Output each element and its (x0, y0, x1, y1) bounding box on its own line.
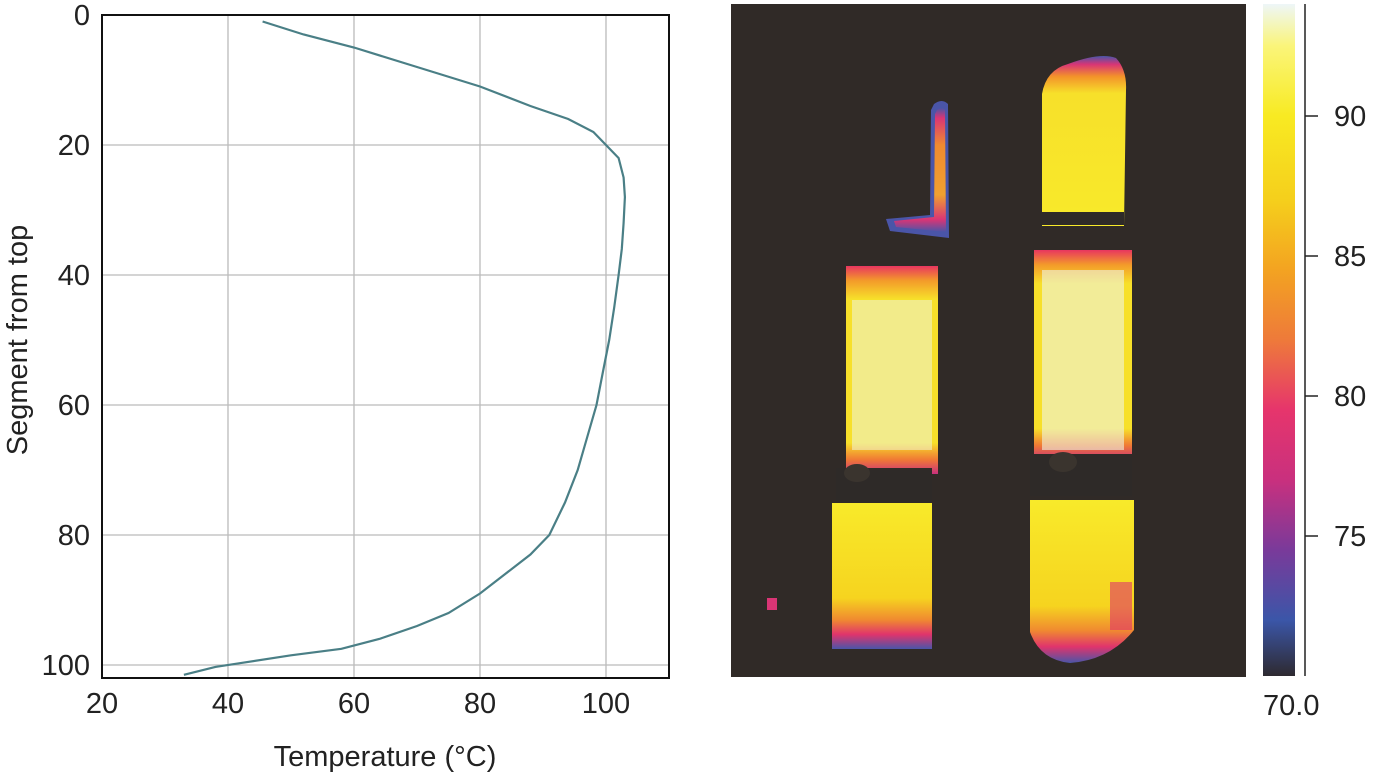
x-tick-label: 40 (212, 688, 244, 720)
colorbar-bottom-label: 70.0 (1263, 690, 1319, 722)
colorbar: 75 80 85 90 70.0 (1263, 4, 1366, 722)
colorbar-ticks: 75 80 85 90 (1305, 101, 1366, 553)
temperature-profile-chart: 20 40 60 80 100 0 20 40 60 80 100 Temperature (°C… (2, 0, 670, 773)
small-tube-core (894, 108, 946, 232)
y-tick-label: 80 (58, 520, 90, 552)
series-line-temperature (183, 20, 627, 676)
tube-left-port (844, 464, 870, 482)
colorbar-gradient-bar (1263, 4, 1295, 676)
colorbar-tick-label: 90 (1334, 101, 1366, 133)
y-axis-label: Segment from top (2, 225, 34, 456)
y-tick-label: 60 (58, 390, 90, 422)
y-tick-label: 0 (74, 0, 90, 32)
plot-frame (101, 14, 670, 679)
x-tick-label: 80 (464, 688, 496, 720)
colorbar-tick-label: 75 (1334, 521, 1366, 553)
thermal-image (731, 4, 1246, 677)
small-hot-spot (767, 598, 777, 610)
colorbar-tick-label: 80 (1334, 381, 1366, 413)
y-tick-labels: 0 20 40 60 80 100 (42, 0, 90, 682)
thermal-background (731, 4, 1246, 677)
x-tick-label: 60 (338, 688, 370, 720)
small-tube (886, 101, 949, 238)
tube-right-port (1049, 452, 1077, 472)
y-tick-label: 20 (58, 130, 90, 162)
tube-upper-right (1042, 56, 1127, 226)
tube-right-middle-hot (1042, 270, 1124, 450)
tube-left-middle-hot (852, 300, 932, 450)
tube-left-bottom (832, 503, 932, 649)
colorbar-tick-label: 85 (1334, 241, 1366, 273)
grid-lines (102, 15, 669, 678)
x-tick-labels: 20 40 60 80 100 (86, 688, 630, 720)
tube-upper-right-flange (1040, 212, 1124, 225)
x-tick-label: 100 (582, 688, 630, 720)
tube-right-flange (1030, 454, 1132, 496)
y-tick-label: 40 (58, 260, 90, 292)
y-tick-label: 100 (42, 650, 90, 682)
x-axis-label: Temperature (°C) (274, 741, 497, 773)
x-tick-label: 20 (86, 688, 118, 720)
tube-right-side-bracket (1110, 582, 1132, 630)
tube-right-bottom (1030, 500, 1134, 663)
